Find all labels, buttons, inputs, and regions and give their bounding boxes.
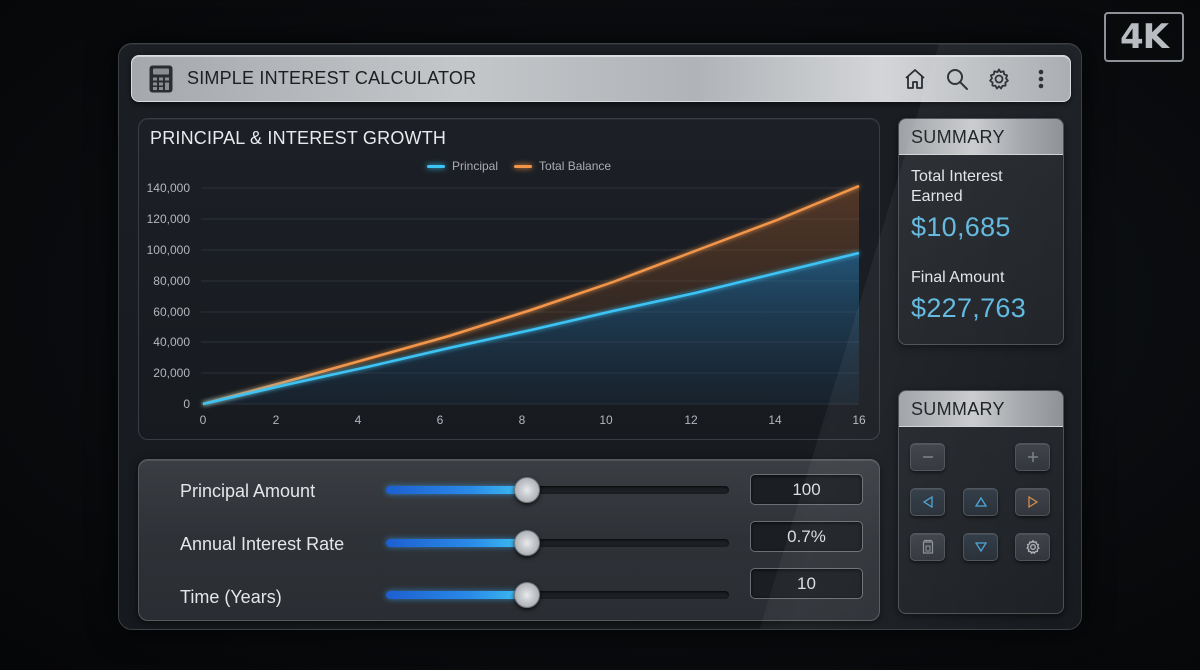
interest-rate-row: Annual Interest Rate 0.7% <box>139 521 881 561</box>
slider-track <box>386 486 729 494</box>
svg-text:0: 0 <box>183 397 190 411</box>
gear-icon[interactable] <box>986 66 1012 92</box>
final-amount-value: $227,763 <box>911 293 1027 323</box>
calculator-window: SIMPLE INTEREST CALCULATOR PRINCIPAL & I… <box>118 43 1082 630</box>
svg-text:140,000: 140,000 <box>147 181 191 195</box>
summary-card: SUMMARY Total Interest Earned $10,685 Fi… <box>898 118 1064 345</box>
svg-text:40,000: 40,000 <box>153 335 190 349</box>
final-amount-label: Final Amount <box>911 269 1005 286</box>
summary-header: SUMMARY <box>899 119 1063 155</box>
legend-label: Principal <box>452 159 499 173</box>
settings-button[interactable] <box>1015 533 1050 561</box>
clipboard-button[interactable] <box>910 533 945 561</box>
time-years-slider[interactable] <box>386 582 729 608</box>
svg-text:8: 8 <box>519 413 526 427</box>
control-pad-card: SUMMARY <box>898 390 1064 614</box>
triangle-left-icon <box>922 495 933 509</box>
time-years-label: Time (Years) <box>180 587 282 607</box>
gear-icon <box>1025 540 1040 554</box>
triangle-down-icon <box>974 542 987 553</box>
right-button[interactable] <box>1015 488 1050 516</box>
control-pad-header: SUMMARY <box>899 391 1063 427</box>
svg-text:6: 6 <box>437 413 444 427</box>
principal-amount-label: Principal Amount <box>180 481 316 501</box>
down-button[interactable] <box>963 533 998 561</box>
slider-track <box>386 539 729 547</box>
minus-icon <box>922 456 933 458</box>
title-actions <box>902 66 1054 92</box>
slider-fill <box>386 486 527 494</box>
app-title: SIMPLE INTEREST CALCULATOR <box>187 68 477 88</box>
input-controls-panel: Principal Amount 100 Annual Interest Rat… <box>138 459 880 621</box>
clipboard-icon <box>922 539 933 554</box>
svg-text:2: 2 <box>273 413 280 427</box>
svg-text:60,000: 60,000 <box>153 305 190 319</box>
svg-text:10: 10 <box>599 413 613 427</box>
chart-legend: Principal Total Balance <box>427 159 611 173</box>
minus-button[interactable] <box>910 443 945 471</box>
home-icon[interactable] <box>902 66 928 92</box>
slider-track <box>386 591 729 599</box>
calculator-icon <box>149 65 173 93</box>
legend-swatch-principal <box>427 164 445 168</box>
legend-swatch-total-balance <box>514 164 533 168</box>
interest-rate-label: Annual Interest Rate <box>180 534 345 554</box>
line-chart: 140,000 120,000 100,000 80,000 60,000 40… <box>147 181 866 427</box>
legend-item-principal[interactable]: Principal <box>427 159 498 173</box>
y-axis-labels: 140,000 120,000 100,000 80,000 60,000 40… <box>147 181 191 411</box>
left-button[interactable] <box>910 488 945 516</box>
principal-line <box>202 251 860 406</box>
search-icon[interactable] <box>944 66 970 92</box>
time-years-input[interactable]: 10 <box>750 568 863 599</box>
legend-item-total-balance[interactable]: Total Balance <box>514 159 611 173</box>
triangle-right-icon <box>1027 495 1038 509</box>
more-vertical-icon[interactable] <box>1028 66 1054 92</box>
slider-thumb[interactable] <box>514 530 540 556</box>
interest-rate-input[interactable]: 0.7% <box>750 521 863 552</box>
total-balance-line <box>202 184 860 406</box>
chart-title: PRINCIPAL & INTEREST GROWTH <box>150 128 447 148</box>
total-interest-value: $10,685 <box>911 212 1011 242</box>
svg-text:12: 12 <box>684 413 698 427</box>
slider-fill <box>386 591 527 599</box>
svg-text:80,000: 80,000 <box>153 274 190 288</box>
title-bar: SIMPLE INTEREST CALCULATOR <box>131 55 1071 102</box>
svg-text:14: 14 <box>768 413 782 427</box>
slider-thumb[interactable] <box>514 477 540 503</box>
svg-text:4: 4 <box>355 413 362 427</box>
plus-icon <box>1027 452 1038 462</box>
svg-text:20,000: 20,000 <box>153 366 190 380</box>
svg-text:0: 0 <box>200 413 207 427</box>
principal-area <box>203 253 859 404</box>
principal-amount-slider[interactable] <box>386 477 729 503</box>
x-axis-labels: 0 2 4 6 8 10 12 14 16 <box>200 413 866 427</box>
svg-text:100,000: 100,000 <box>147 243 191 257</box>
slider-fill <box>386 539 527 547</box>
chart-panel: PRINCIPAL & INTEREST GROWTH Principal To… <box>138 118 880 440</box>
time-years-row: Time (Years) 10 <box>139 568 881 608</box>
interest-rate-slider[interactable] <box>386 530 729 556</box>
principal-amount-row: Principal Amount 100 <box>139 474 881 514</box>
svg-text:16: 16 <box>852 413 866 427</box>
legend-label: Total Balance <box>539 159 612 173</box>
total-interest-label: Total Interest Earned <box>911 168 1003 205</box>
4k-badge: 4K <box>1104 12 1184 62</box>
svg-text:120,000: 120,000 <box>147 212 191 226</box>
slider-thumb[interactable] <box>514 582 540 608</box>
principal-amount-input[interactable]: 100 <box>750 474 863 505</box>
up-button[interactable] <box>963 488 998 516</box>
triangle-up-icon <box>974 496 987 507</box>
plus-button[interactable] <box>1015 443 1050 471</box>
